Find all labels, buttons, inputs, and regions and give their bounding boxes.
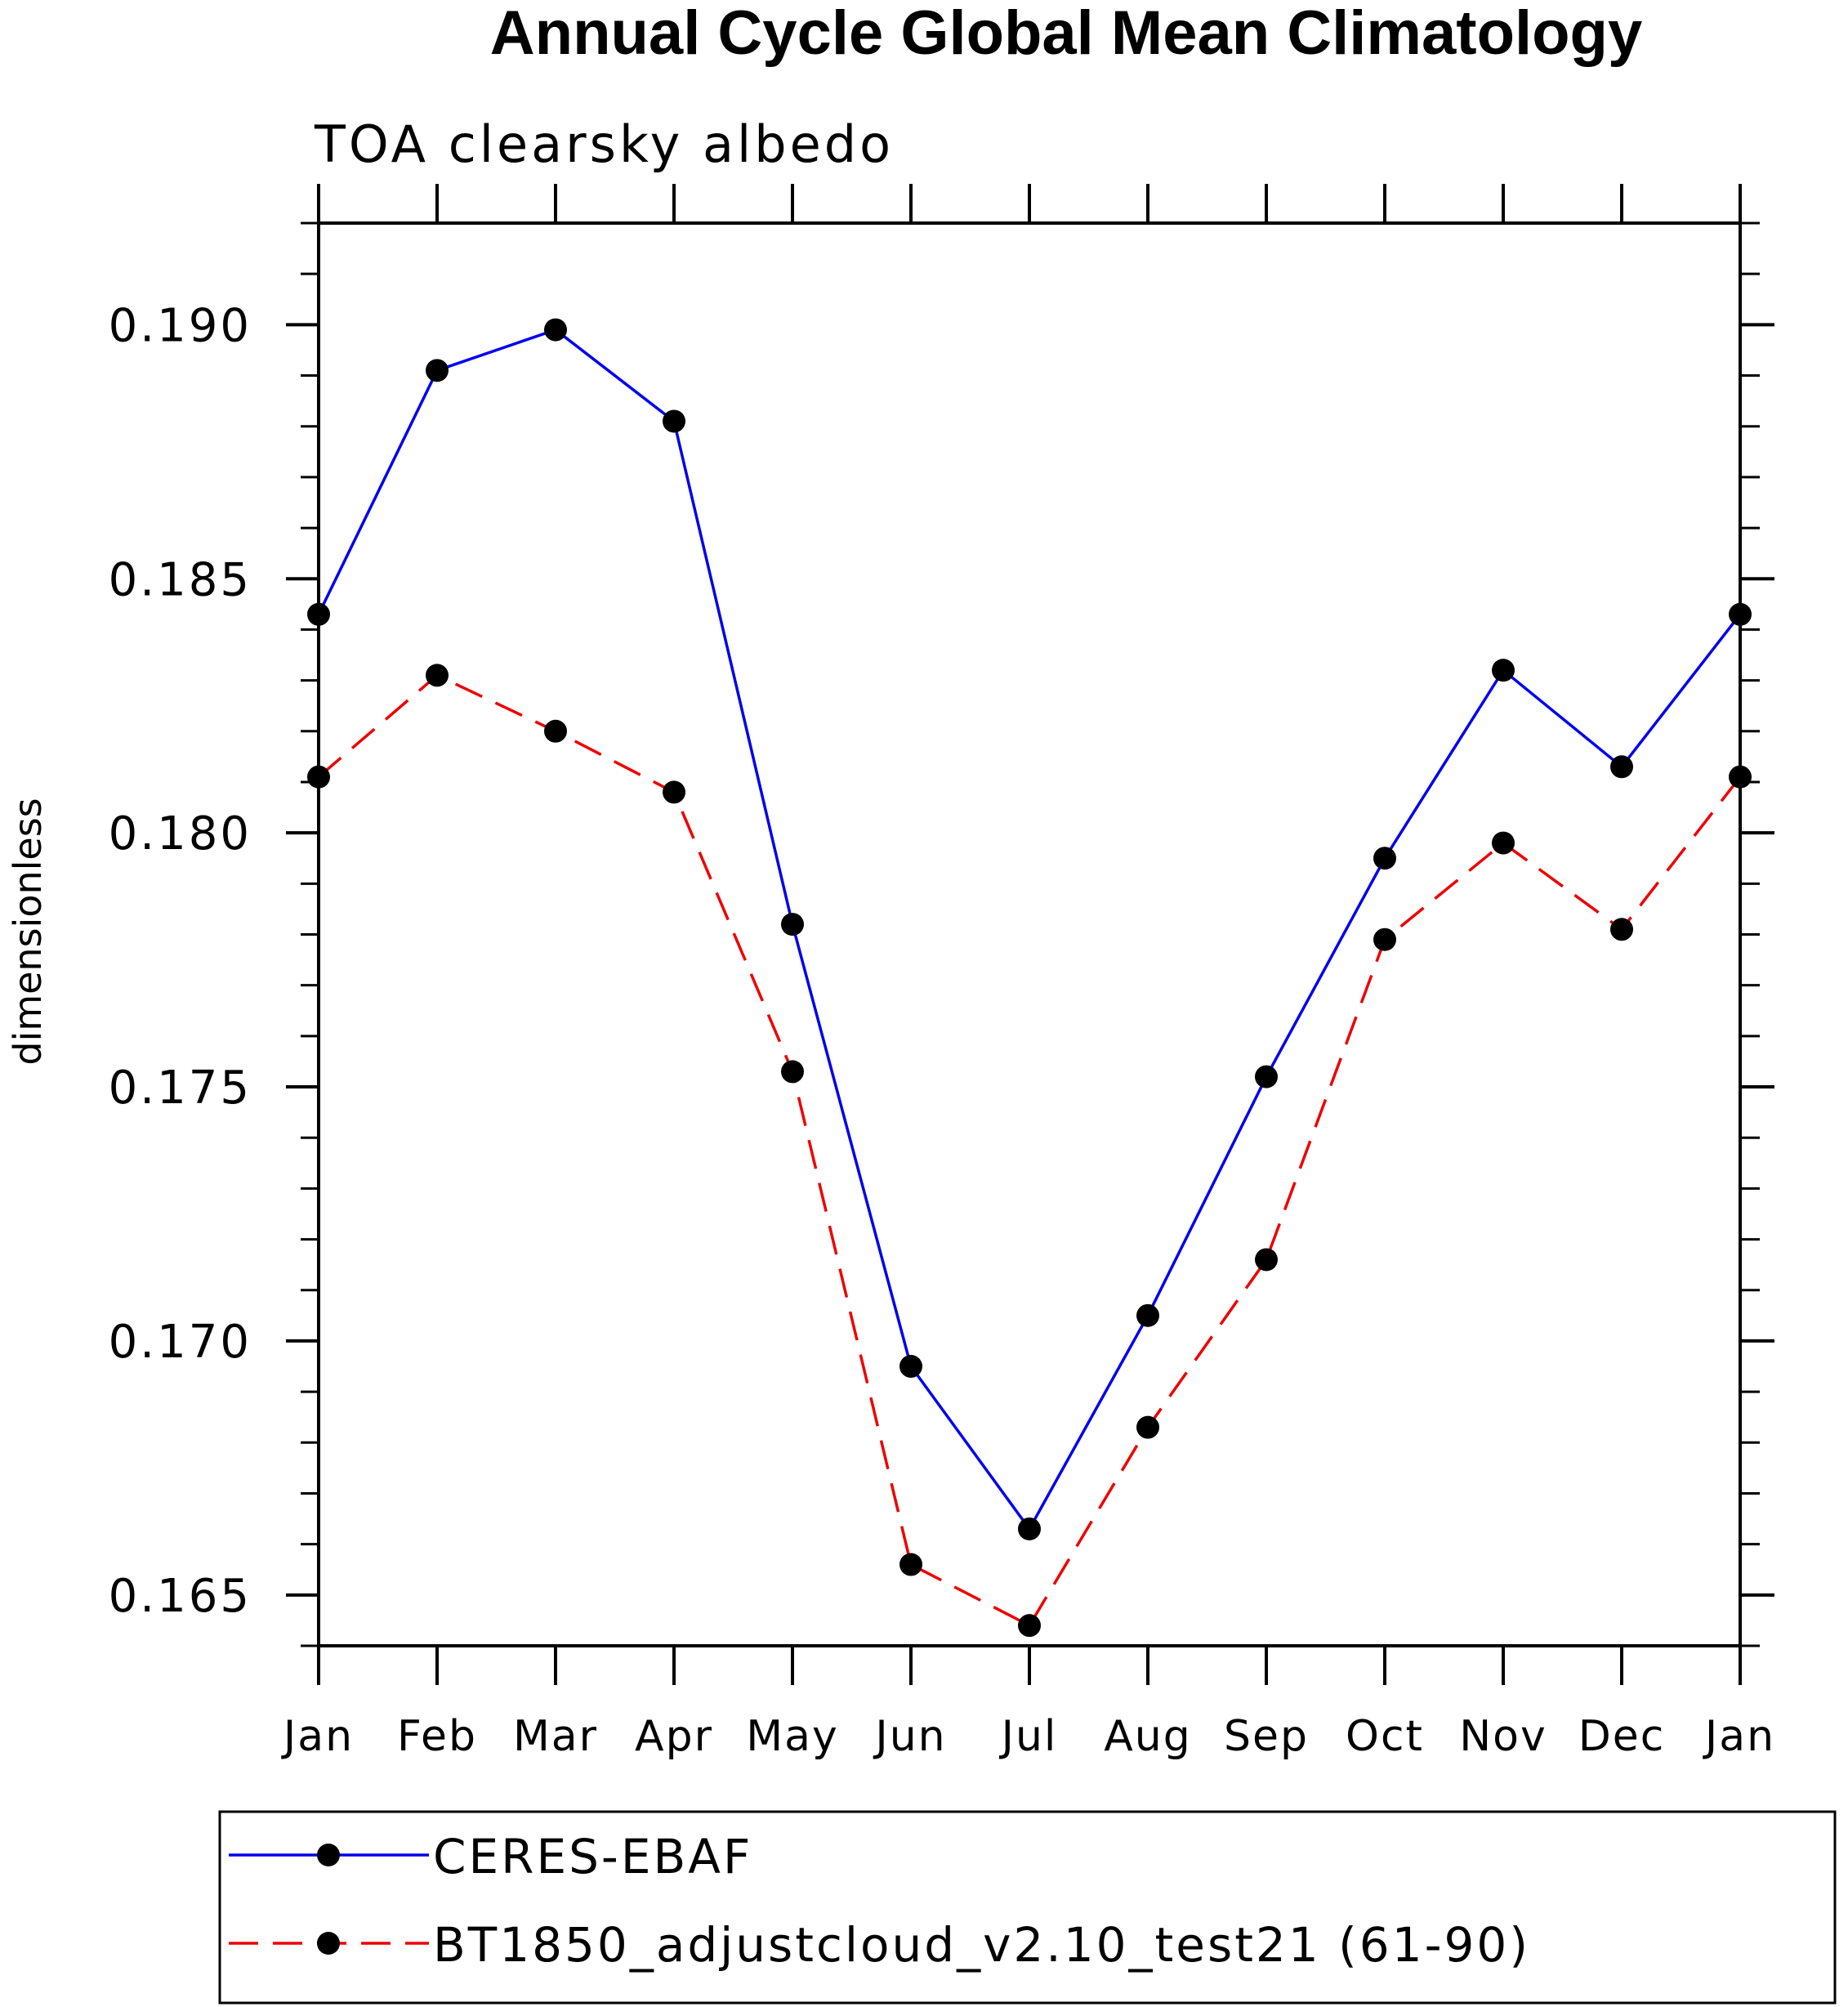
x-tick-label: Feb xyxy=(397,1712,477,1761)
series-0-point xyxy=(1729,602,1752,626)
y-tick-label: 0.165 xyxy=(109,1570,252,1623)
x-tick-label: Nov xyxy=(1459,1712,1547,1761)
x-tick-label: Sep xyxy=(1224,1712,1309,1761)
axis-ticks: Jan Feb Mar Apr May Jun Jul Aug Sep Oct Nov Dec Jan 0… xyxy=(109,184,1775,1761)
series-0-point xyxy=(781,913,804,936)
series-0-point xyxy=(1018,1517,1041,1540)
legend: CERES-EBAF BT1850_adjustcloud_v2.10_test2… xyxy=(229,1829,1530,1973)
legend-box xyxy=(218,1810,1837,2005)
series-0-point xyxy=(544,318,567,342)
x-tick-label: Jul xyxy=(999,1712,1058,1761)
x-tick-label: Aug xyxy=(1104,1712,1192,1761)
series-0-point xyxy=(1136,1303,1159,1327)
series-0-point xyxy=(1373,847,1396,870)
series-line-1 xyxy=(317,673,1742,1628)
series-0-point xyxy=(1610,755,1633,779)
series-1-point xyxy=(663,780,685,804)
series-line-0 xyxy=(317,328,1742,1532)
y-tick-label: 0.180 xyxy=(109,807,252,860)
x-tick-label: Jun xyxy=(873,1712,946,1761)
y-axis-label: dimensionless xyxy=(6,798,50,1065)
plot-frame xyxy=(317,221,1742,1647)
chart-subtitle: TOA clearsky albedo xyxy=(314,114,894,174)
series-1-point xyxy=(1136,1415,1159,1439)
y-tick-label: 0.185 xyxy=(109,553,252,606)
series-1-point xyxy=(1610,918,1633,941)
series-1-point xyxy=(1018,1614,1041,1638)
series-1-point xyxy=(781,1060,804,1084)
x-tick-label: Jan xyxy=(1703,1712,1775,1761)
series-1-point xyxy=(1729,765,1752,789)
x-tick-label: May xyxy=(746,1712,839,1761)
legend-label-0: CERES-EBAF xyxy=(433,1829,752,1884)
series-1-point xyxy=(1255,1248,1278,1272)
x-tick-label: Mar xyxy=(513,1712,598,1761)
series-1-point xyxy=(544,719,567,743)
series-0-point xyxy=(1255,1065,1278,1088)
series-0-point xyxy=(426,359,449,382)
series-0-point xyxy=(663,409,685,433)
series-0-point xyxy=(899,1355,922,1379)
legend-marker-0 xyxy=(317,1844,340,1866)
series-1-point xyxy=(1373,928,1396,951)
x-tick-label: Dec xyxy=(1578,1712,1666,1761)
series-1-point xyxy=(1492,831,1515,855)
series-1-point xyxy=(899,1553,922,1576)
series-0-point xyxy=(307,602,330,626)
series-1-point xyxy=(307,765,330,789)
series-1-point xyxy=(426,664,449,687)
y-tick-label: 0.175 xyxy=(109,1062,252,1115)
series-layer xyxy=(307,318,1752,1638)
x-tick-label: Jan xyxy=(281,1712,354,1761)
series-0-point xyxy=(1492,659,1515,682)
legend-marker-1 xyxy=(317,1932,340,1955)
chart-title: Annual Cycle Global Mean Climatology xyxy=(490,0,1642,68)
y-tick-label: 0.170 xyxy=(109,1316,252,1369)
legend-label-1: BT1850_adjustcloud_v2.10_test21 (61-90) xyxy=(433,1917,1530,1973)
x-tick-label: Oct xyxy=(1346,1712,1424,1761)
x-tick-label: Apr xyxy=(635,1712,713,1761)
y-tick-label: 0.190 xyxy=(109,299,252,352)
